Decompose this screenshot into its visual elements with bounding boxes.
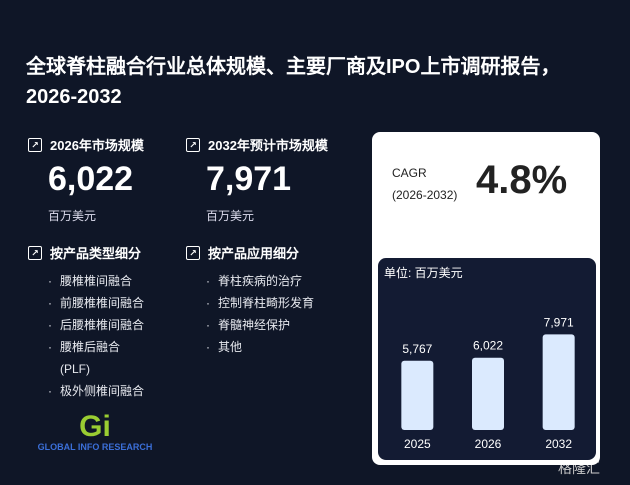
logo-text: GLOBAL INFO RESEARCH [37, 442, 153, 452]
segment-item: 后腰椎椎间融合 [48, 314, 144, 336]
segment-list: 脊柱疾病的治疗控制脊柱畸形发育脊髓神经保护其他 [206, 270, 314, 358]
bar [542, 334, 575, 430]
x-tick-label: 2026 [475, 437, 502, 451]
stat-unit: 百万美元 [206, 209, 255, 223]
cagr-period: (2026-2032) [392, 188, 458, 202]
value-label: 6,022 [473, 339, 503, 353]
cagr-label: CAGR (2026-2032) [392, 162, 457, 206]
segment-item: 其他 [206, 336, 314, 358]
stat-label: ↗ 2026年市场规模 [28, 135, 144, 154]
stat: ↗ 2032年预计市场规模 7,971 百万美元 [186, 135, 328, 224]
segment-item: 控制脊柱畸形发育 [206, 292, 314, 314]
segment: ↗ 按产品类型细分 腰椎椎间融合前腰椎椎间融合后腰椎椎间融合腰椎后融合 (PLF)… [28, 243, 144, 402]
logo: Gi GLOBAL INFO RESEARCH [30, 410, 160, 453]
bar [401, 360, 434, 430]
cagr-value: 4.8% [476, 158, 568, 202]
segment-label-text: 按产品应用细分 [208, 246, 300, 261]
value-label: 7,971 [544, 315, 574, 329]
segment-item: 极外侧椎间融合 [48, 380, 144, 402]
segment-label-text: 按产品类型细分 [50, 246, 142, 261]
segment-item: 腰椎椎间融合 [48, 270, 144, 292]
x-tick-label: 2025 [404, 437, 431, 451]
stat-value: 7,971 [206, 160, 292, 198]
segment-item: 前腰椎椎间融合 [48, 292, 144, 314]
segment: ↗ 按产品应用细分 脊柱疾病的治疗控制脊柱畸形发育脊髓神经保护其他 [186, 243, 314, 358]
bar [472, 357, 504, 430]
icon: ↗ [186, 137, 200, 152]
icon: ↗ [28, 137, 42, 152]
stat-label-text: 2032年预计市场规模 [208, 138, 328, 153]
segment-item: 脊柱疾病的治疗 [206, 270, 314, 292]
icon: ↗ [28, 245, 42, 260]
segment-item: 脊髓神经保护 [206, 314, 314, 336]
stat-unit: 百万美元 [48, 209, 97, 223]
icon: ↗ [186, 245, 200, 260]
segment-list: 腰椎椎间融合前腰椎椎间融合后腰椎椎间融合腰椎后融合 (PLF)极外侧椎间融合 [48, 270, 144, 402]
title: 全球脊柱融合行业总体规模、主要厂商及IPO上市调研报告，2026-2032 [26, 56, 561, 108]
stat: ↗ 2026年市场规模 6,022 百万美元 [28, 135, 144, 224]
segment-item: 腰椎后融合 (PLF) [48, 336, 144, 380]
stat-label-text: 2026年市场规模 [50, 138, 144, 153]
value-label: 5,767 [402, 342, 432, 356]
x-tick-label: 2032 [545, 437, 572, 451]
segment-label: ↗ 按产品类型细分 [28, 243, 144, 262]
stat-label: ↗ 2032年预计市场规模 [186, 135, 328, 154]
unit-label: 单位: 百万美元 [384, 266, 463, 280]
logo-mark: Gi [79, 410, 111, 443]
cagr-text: CAGR [392, 166, 427, 180]
segment-label: ↗ 按产品应用细分 [186, 243, 314, 262]
stat-value: 6,022 [48, 160, 134, 198]
